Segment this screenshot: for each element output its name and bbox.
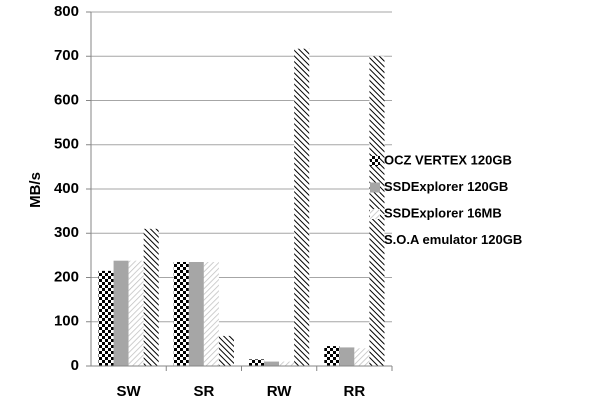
- bar: [173, 262, 189, 366]
- legend-swatch: [370, 156, 380, 166]
- legend-swatch: [370, 182, 380, 193]
- x-tick-label: RR: [344, 383, 366, 400]
- legend-swatch: [370, 209, 380, 219]
- y-tick-label: 600: [54, 91, 79, 108]
- bar: [143, 228, 159, 366]
- bar: [98, 270, 114, 366]
- y-tick-label: 400: [54, 180, 79, 197]
- bar: [188, 262, 204, 366]
- bar: [264, 361, 280, 366]
- bar: [279, 361, 295, 366]
- y-tick-label: 200: [54, 268, 79, 285]
- y-tick-label: 800: [54, 3, 79, 20]
- bar: [113, 260, 129, 366]
- bar: [354, 348, 370, 366]
- y-tick-label: 100: [54, 313, 79, 330]
- x-tick-label: RW: [267, 383, 293, 400]
- bar: [339, 347, 355, 366]
- y-axis-title: MB/s: [27, 172, 44, 208]
- y-tick-label: 0: [71, 357, 79, 374]
- bar: [324, 346, 340, 366]
- legend-label: S.O.A emulator 120GB: [384, 232, 522, 247]
- bar: [218, 335, 234, 366]
- bar: [128, 260, 144, 366]
- legend-label: SSDExplorer 16MB: [384, 205, 502, 220]
- y-tick-label: 300: [54, 224, 79, 241]
- legend-label: OCZ VERTEX 120GB: [384, 152, 512, 167]
- x-tick-label: SR: [193, 383, 214, 400]
- y-tick-label: 700: [54, 47, 79, 64]
- bar: [249, 359, 265, 366]
- y-tick-label: 500: [54, 136, 79, 153]
- bar: [203, 262, 219, 366]
- legend-label: SSDExplorer 120GB: [384, 179, 508, 194]
- bar: [294, 48, 310, 366]
- x-tick-label: SW: [117, 383, 142, 400]
- legend-swatch: [370, 235, 380, 246]
